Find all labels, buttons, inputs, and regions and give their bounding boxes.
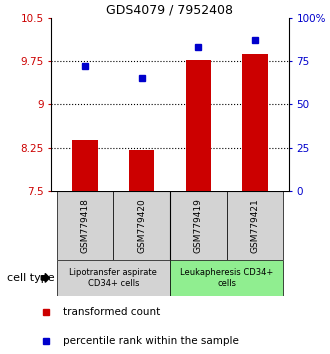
Text: GSM779420: GSM779420 <box>137 198 146 253</box>
Text: Lipotransfer aspirate
CD34+ cells: Lipotransfer aspirate CD34+ cells <box>69 268 157 287</box>
Bar <box>72 140 98 191</box>
Bar <box>226 191 283 260</box>
Bar <box>242 54 268 191</box>
Bar <box>170 260 283 296</box>
Bar <box>57 191 114 260</box>
Text: transformed count: transformed count <box>63 307 160 317</box>
Bar <box>114 191 170 260</box>
Text: GSM779418: GSM779418 <box>81 198 89 253</box>
Bar <box>129 149 154 191</box>
Bar <box>57 260 170 296</box>
Text: percentile rank within the sample: percentile rank within the sample <box>63 336 239 346</box>
Bar <box>170 191 226 260</box>
Text: GSM779419: GSM779419 <box>194 198 203 253</box>
Title: GDS4079 / 7952408: GDS4079 / 7952408 <box>107 4 233 17</box>
Text: Leukapheresis CD34+
cells: Leukapheresis CD34+ cells <box>180 268 273 287</box>
Bar <box>185 61 211 191</box>
Text: cell type: cell type <box>7 273 54 283</box>
Text: GSM779421: GSM779421 <box>250 198 259 253</box>
